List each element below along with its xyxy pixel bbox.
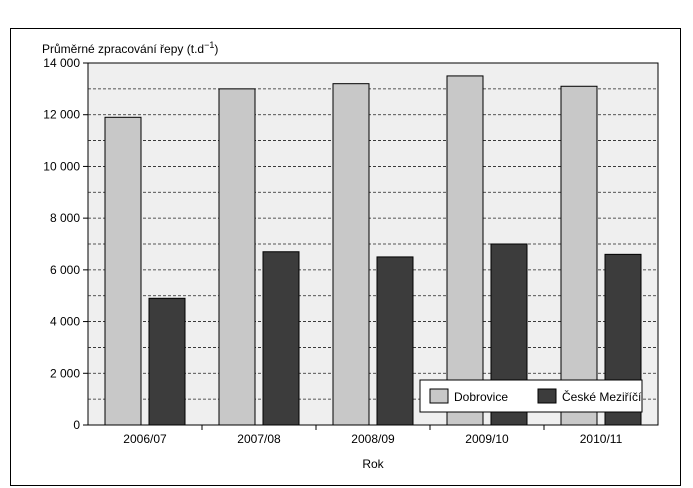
legend: Dobrovice České Meziříčí	[419, 379, 643, 413]
bar-dobrovice-2	[332, 83, 370, 426]
bar-ceske-mezirici-0	[148, 297, 186, 426]
chart-frame	[10, 28, 681, 486]
x-tick-label: 2010/11	[580, 432, 623, 446]
y-tick-label: 8 000	[50, 211, 80, 225]
y-tick-label: 12 000	[43, 108, 80, 122]
bar-ceske-mezirici-1	[262, 251, 300, 426]
legend-swatch-0	[429, 388, 449, 404]
bar-dobrovice-4	[560, 85, 598, 426]
y-axis-title-superscript: −1	[204, 40, 214, 50]
y-tick-label: 10 000	[43, 159, 80, 173]
legend-swatch-1	[537, 388, 557, 404]
x-tick-labels: 2006/07 2007/08 2008/09 2009/10 2010/11	[123, 432, 622, 446]
x-tick-label: 2007/08	[237, 432, 281, 446]
y-axis-title-suffix: )	[214, 42, 218, 56]
y-tick-labels: 0 2 000 4 000 6 000 8 000 10 000 12 000 14 000	[43, 56, 80, 432]
legend-label-1: České Meziříčí	[562, 389, 642, 404]
y-tick-label: 0	[73, 418, 80, 432]
y-tick-label: 4 000	[50, 315, 80, 329]
axes	[83, 62, 545, 430]
y-tick-label: 14 000	[43, 56, 80, 70]
x-tick-label: 2009/10	[465, 432, 509, 446]
legend-label-0: Dobrovice	[454, 390, 508, 404]
y-axis-title: Průměrné zpracování řepy (t.d−1)	[42, 40, 218, 56]
bar-ceske-mezirici-2	[376, 256, 414, 426]
x-axis-title: Rok	[362, 457, 384, 471]
bar-dobrovice-3	[446, 75, 484, 426]
bar-dobrovice-1	[218, 88, 256, 426]
bar-dobrovice-0	[104, 116, 142, 426]
bars	[104, 75, 642, 426]
x-tick-label: 2008/09	[351, 432, 395, 446]
y-tick-label: 2 000	[50, 366, 80, 380]
legend-box	[419, 379, 643, 413]
y-axis-title-main: Průměrné zpracování řepy (t.d	[42, 42, 204, 56]
y-tick-label: 6 000	[50, 263, 80, 277]
x-tick-label: 2006/07	[123, 432, 167, 446]
